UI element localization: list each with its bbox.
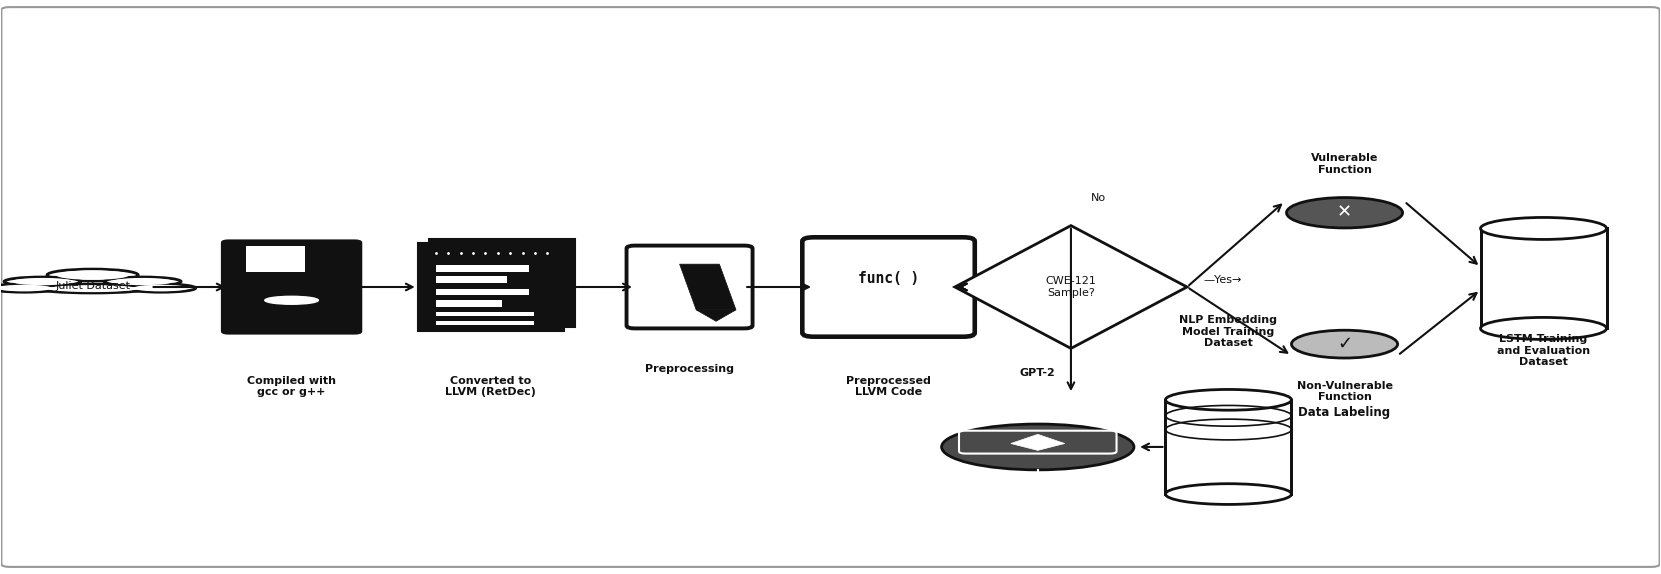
- Text: —Yes→: —Yes→: [1204, 275, 1242, 285]
- Ellipse shape: [1292, 330, 1397, 358]
- Ellipse shape: [1480, 218, 1606, 239]
- Text: NLP Embedding
Model Training
Dataset: NLP Embedding Model Training Dataset: [1179, 315, 1277, 348]
- Ellipse shape: [105, 277, 181, 286]
- Ellipse shape: [0, 284, 58, 292]
- Text: func( ): func( ): [859, 271, 919, 286]
- Bar: [435, 312, 535, 316]
- Bar: [429, 239, 575, 327]
- FancyBboxPatch shape: [223, 241, 360, 333]
- Bar: [435, 289, 528, 296]
- Bar: [1480, 228, 1606, 328]
- Polygon shape: [679, 264, 736, 310]
- Polygon shape: [1012, 435, 1065, 451]
- Ellipse shape: [133, 285, 189, 292]
- Bar: [435, 276, 507, 283]
- Text: Juliet Dataset: Juliet Dataset: [55, 281, 130, 291]
- Ellipse shape: [1166, 484, 1292, 505]
- Text: No: No: [1091, 193, 1106, 203]
- Text: Preprocessed
LLVM Code: Preprocessed LLVM Code: [845, 375, 930, 397]
- Polygon shape: [306, 246, 337, 272]
- Text: Compiled with
gcc or g++: Compiled with gcc or g++: [247, 375, 336, 397]
- Text: CWE-121
Sample?: CWE-121 Sample?: [1045, 276, 1096, 298]
- Text: ✕: ✕: [1337, 204, 1352, 222]
- Bar: [435, 265, 528, 272]
- Text: LSTM Training
and Evaluation
Dataset: LSTM Training and Evaluation Dataset: [1497, 334, 1590, 367]
- Bar: [1166, 400, 1292, 494]
- Ellipse shape: [3, 277, 81, 286]
- Ellipse shape: [111, 278, 173, 285]
- Ellipse shape: [1166, 389, 1292, 410]
- Text: Converted to
LLVM (RetDec): Converted to LLVM (RetDec): [445, 375, 537, 397]
- Text: GPT-2: GPT-2: [1020, 369, 1056, 378]
- Ellipse shape: [1287, 197, 1402, 228]
- Ellipse shape: [38, 284, 148, 293]
- Polygon shape: [955, 226, 1188, 348]
- FancyBboxPatch shape: [958, 430, 1116, 453]
- Ellipse shape: [264, 296, 319, 304]
- Text: Preprocessing: Preprocessing: [644, 364, 734, 374]
- Ellipse shape: [942, 424, 1134, 470]
- Bar: [246, 246, 337, 272]
- Bar: [435, 300, 502, 307]
- Ellipse shape: [126, 284, 196, 292]
- Bar: [435, 321, 535, 325]
- Polygon shape: [696, 310, 736, 321]
- FancyBboxPatch shape: [626, 246, 752, 328]
- Ellipse shape: [56, 270, 130, 280]
- Text: Data Labeling: Data Labeling: [1299, 406, 1390, 419]
- Text: Vulnerable
Function: Vulnerable Function: [1311, 153, 1379, 174]
- Text: ✓: ✓: [1337, 335, 1352, 353]
- FancyBboxPatch shape: [2, 7, 1659, 567]
- Ellipse shape: [48, 285, 136, 292]
- Text: Non-Vulnerable
Function: Non-Vulnerable Function: [1297, 381, 1392, 402]
- Ellipse shape: [12, 278, 73, 285]
- Ellipse shape: [1480, 317, 1606, 339]
- Bar: [417, 243, 563, 331]
- Ellipse shape: [0, 285, 51, 292]
- Ellipse shape: [47, 269, 138, 281]
- FancyBboxPatch shape: [802, 237, 975, 337]
